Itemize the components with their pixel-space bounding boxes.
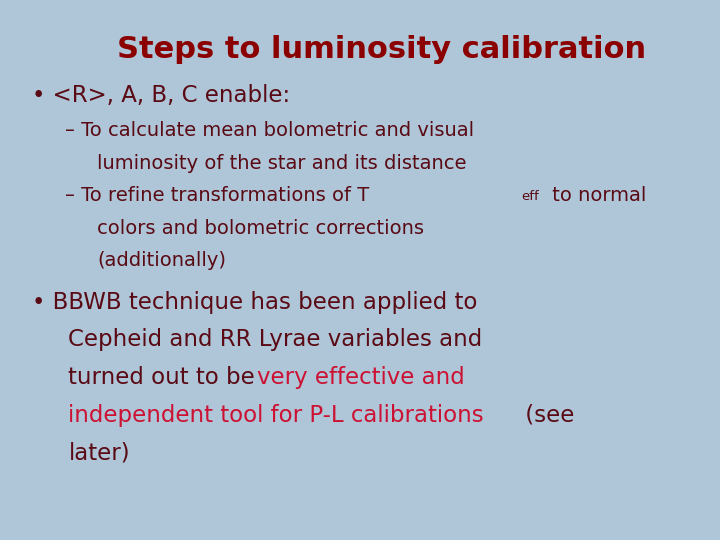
Text: independent tool for P-L calibrations: independent tool for P-L calibrations [68, 404, 484, 427]
Text: (additionally): (additionally) [97, 251, 226, 270]
Text: • <R>, A, B, C enable:: • <R>, A, B, C enable: [32, 84, 291, 107]
Text: – To calculate mean bolometric and visual: – To calculate mean bolometric and visua… [65, 122, 474, 140]
Text: luminosity of the star and its distance: luminosity of the star and its distance [97, 154, 467, 173]
Text: very effective and: very effective and [257, 366, 465, 389]
Text: Cepheid and RR Lyrae variables and: Cepheid and RR Lyrae variables and [68, 328, 482, 352]
Text: – To refine transformations of T: – To refine transformations of T [65, 186, 369, 205]
Text: later): later) [68, 442, 130, 465]
Text: Steps to luminosity calibration: Steps to luminosity calibration [117, 35, 646, 64]
Text: eff: eff [521, 190, 539, 203]
Text: • BBWB technique has been applied to: • BBWB technique has been applied to [32, 291, 478, 314]
Text: (see: (see [518, 404, 575, 427]
Text: colors and bolometric corrections: colors and bolometric corrections [97, 219, 424, 238]
Text: turned out to be: turned out to be [68, 366, 262, 389]
Text: to normal: to normal [546, 186, 646, 205]
